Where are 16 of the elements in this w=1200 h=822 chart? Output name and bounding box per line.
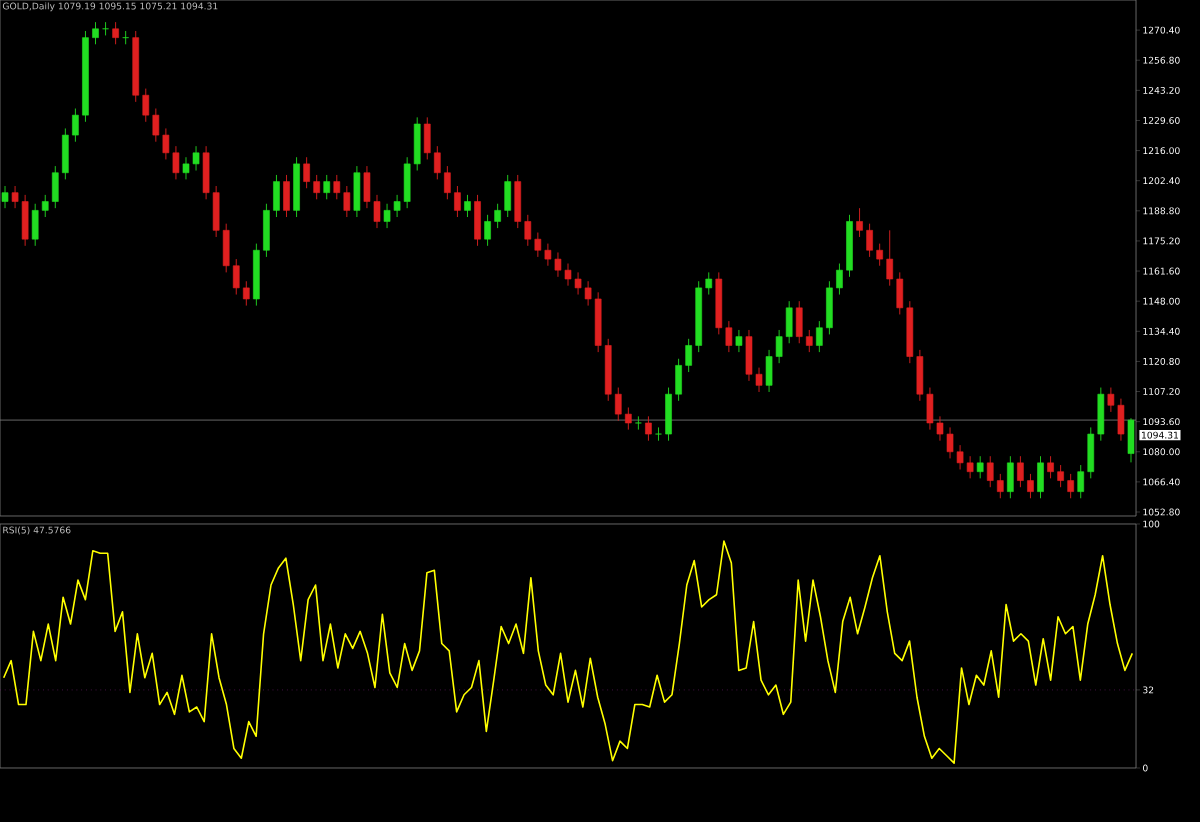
candlestick — [464, 194, 471, 218]
candlestick — [353, 165, 361, 218]
candlestick — [1007, 455, 1014, 499]
candlestick — [474, 194, 481, 247]
candlestick — [1127, 417, 1135, 463]
candlestick — [1, 185, 9, 209]
candlestick — [283, 174, 290, 218]
candlestick — [735, 329, 743, 353]
candlestick — [976, 455, 984, 479]
candlestick — [1037, 455, 1044, 499]
candlestick — [635, 415, 642, 431]
line-series — [2, 540, 1134, 764]
candlestick — [323, 174, 331, 200]
candlestick — [293, 156, 300, 218]
candlestick — [645, 415, 652, 442]
candlestick — [112, 21, 119, 45]
